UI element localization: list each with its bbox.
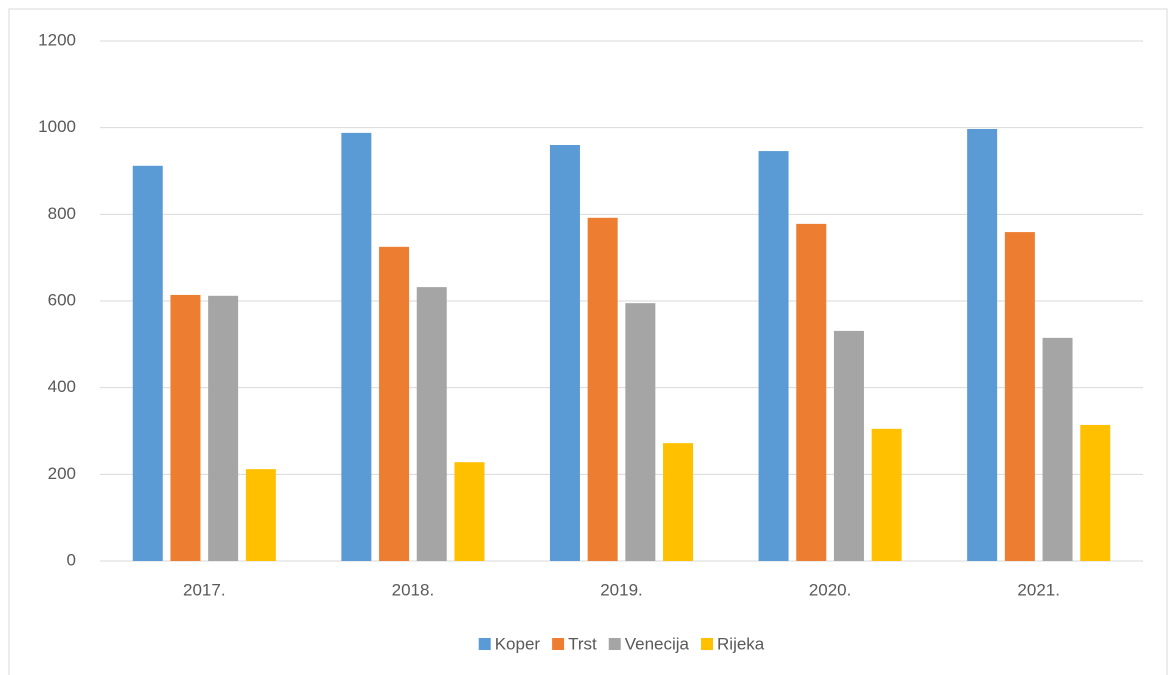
y-tick-label: 600 [48, 290, 76, 309]
bar [1004, 232, 1035, 561]
legend-swatch [552, 638, 565, 650]
bar [245, 469, 276, 561]
bar [587, 217, 618, 562]
bar [549, 145, 580, 561]
x-tick-label: 2019. [600, 580, 643, 599]
bar [871, 428, 902, 561]
y-tick-label: 1000 [38, 117, 76, 136]
bar [833, 330, 864, 561]
bar [625, 303, 656, 561]
bar [170, 294, 201, 561]
bar [208, 295, 239, 561]
bar [1042, 337, 1073, 561]
bar [416, 287, 447, 561]
legend-label: Venecija [625, 634, 690, 653]
bar [758, 151, 789, 562]
bar [967, 128, 998, 561]
y-tick-label: 400 [48, 377, 76, 396]
x-tick-label: 2020. [809, 580, 852, 599]
bar [341, 132, 372, 561]
bar [1080, 424, 1111, 561]
y-tick-label: 200 [48, 464, 76, 483]
legend-label: Trst [568, 634, 597, 653]
legend-swatch [478, 638, 491, 650]
legend-label: Koper [495, 634, 541, 653]
y-tick-label: 0 [67, 550, 76, 569]
y-tick-label: 1200 [38, 30, 76, 49]
legend-label: Rijeka [717, 634, 765, 653]
bar [454, 462, 485, 561]
y-tick-label: 800 [48, 204, 76, 223]
x-tick-label: 2021. [1017, 580, 1060, 599]
bar [796, 223, 827, 561]
bar [663, 443, 694, 561]
legend-swatch [608, 638, 621, 650]
x-tick-label: 2018. [392, 580, 435, 599]
bar [132, 165, 163, 562]
legend-swatch [701, 638, 714, 650]
bar [379, 246, 410, 562]
x-tick-label: 2017. [183, 580, 226, 599]
